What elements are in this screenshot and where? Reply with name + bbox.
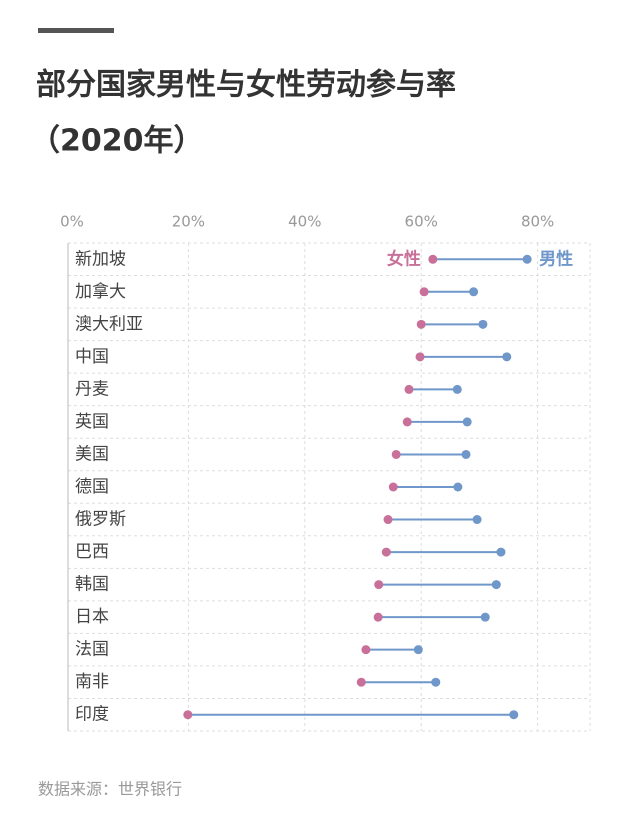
dot bbox=[453, 482, 463, 492]
y-tick-label: 法国 bbox=[75, 640, 109, 660]
dot bbox=[404, 384, 414, 394]
dot bbox=[356, 677, 366, 687]
dot bbox=[416, 319, 426, 329]
dot bbox=[374, 580, 384, 590]
y-tick-label: 韩国 bbox=[75, 575, 109, 595]
dot bbox=[480, 612, 490, 622]
y-tick-label: 丹麦 bbox=[75, 379, 109, 399]
dot bbox=[413, 645, 423, 655]
y-tick-label: 中国 bbox=[75, 347, 109, 367]
source: 数据来源：世界银行 bbox=[38, 780, 182, 799]
y-tick-label: 俄罗斯 bbox=[75, 510, 126, 530]
x-tick-label: 20% bbox=[172, 213, 205, 231]
y-tick-label: 澳大利亚 bbox=[75, 314, 143, 334]
x-tick-label: 60% bbox=[405, 213, 438, 231]
dot bbox=[502, 352, 512, 362]
dot bbox=[472, 515, 482, 525]
y-tick-label: 美国 bbox=[75, 444, 109, 464]
dot bbox=[381, 547, 391, 557]
dot bbox=[383, 515, 393, 525]
x-tick-label: 0% bbox=[60, 213, 84, 231]
x-tick-label: 40% bbox=[288, 213, 321, 231]
dot bbox=[491, 580, 501, 590]
x-tick-label: 80% bbox=[521, 213, 554, 231]
chart-subtitle: （2020年） bbox=[30, 124, 204, 159]
dot bbox=[183, 710, 193, 720]
dot bbox=[452, 384, 462, 394]
dot bbox=[391, 449, 401, 459]
y-tick-label: 日本 bbox=[75, 607, 109, 627]
dot bbox=[428, 254, 438, 264]
chart-title: 部分国家男性与女性劳动参与率 bbox=[36, 68, 456, 103]
y-tick-label: 巴西 bbox=[75, 542, 109, 562]
dot bbox=[461, 449, 471, 459]
y-tick-label: 英国 bbox=[75, 412, 109, 432]
y-tick-label: 加拿大 bbox=[75, 281, 126, 302]
y-tick-label: 南非 bbox=[75, 672, 109, 692]
dot bbox=[469, 287, 479, 297]
y-tick-label: 新加坡 bbox=[75, 249, 126, 269]
dot bbox=[361, 645, 371, 655]
dot bbox=[478, 319, 488, 329]
dot bbox=[509, 710, 519, 720]
dot bbox=[419, 287, 429, 297]
dot bbox=[462, 417, 472, 427]
y-tick-label: 德国 bbox=[75, 477, 109, 497]
dot bbox=[522, 254, 532, 264]
top-bar bbox=[38, 28, 114, 33]
dot bbox=[373, 612, 383, 622]
dot bbox=[431, 677, 441, 687]
y-tick-label: 印度 bbox=[75, 705, 109, 725]
dot bbox=[496, 547, 506, 557]
dot bbox=[402, 417, 412, 427]
legend-label: 女性 bbox=[387, 248, 421, 269]
dot bbox=[415, 352, 425, 362]
legend-label: 男性 bbox=[539, 248, 573, 269]
dot bbox=[388, 482, 398, 492]
